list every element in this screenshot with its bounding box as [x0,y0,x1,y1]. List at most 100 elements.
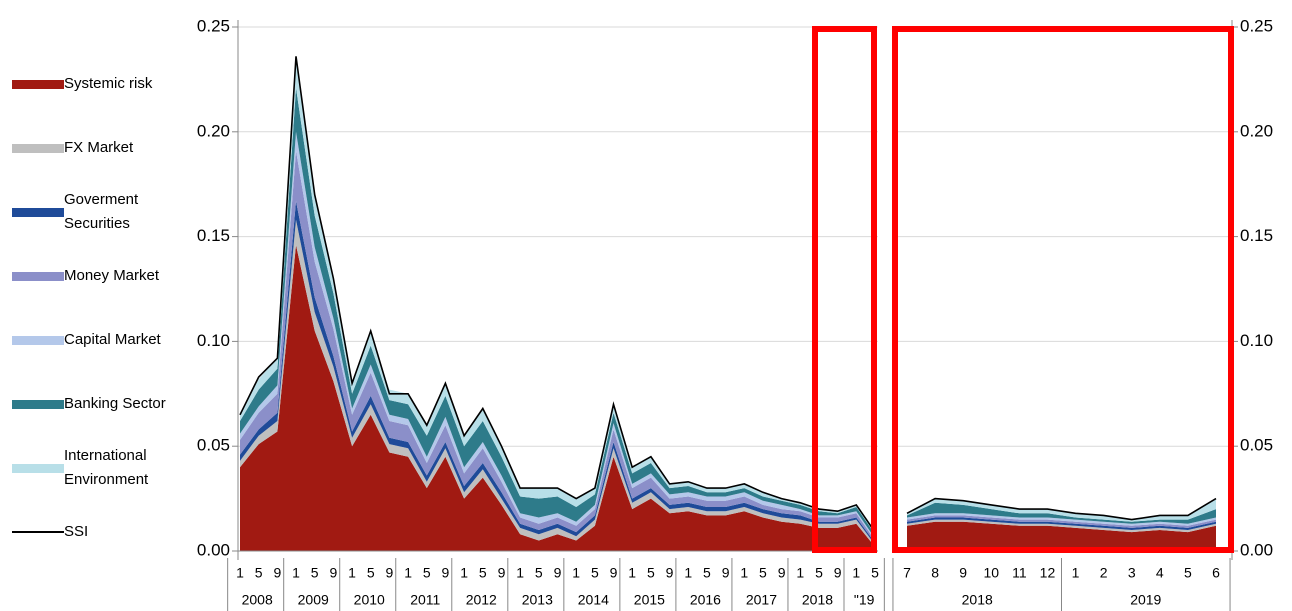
x-group-label: 2009 [298,592,329,608]
y2-tick-label: 0.15 [1240,226,1273,245]
area [907,513,1216,526]
x-tick-label: 1 [292,565,300,581]
x-group-label: 2015 [634,592,665,608]
line [906,497,1217,521]
x-group-label: 2016 [690,592,721,608]
x-tick-label: 5 [255,565,263,581]
area [907,502,1216,524]
x-tick-label: 5 [311,565,319,581]
x-tick-label: 5 [759,565,767,581]
legend-swatch [12,335,64,345]
x-group-label: 2013 [522,592,553,608]
x-tick-label: 1 [348,565,356,581]
x-group-label: 2018 [802,592,833,608]
x-tick-label: 1 [684,565,692,581]
legend-swatch [12,463,64,473]
x-tick-label: 5 [535,565,543,581]
legend-entry: Goverment Securities [12,180,182,244]
legend-entry: FX Market [12,116,182,180]
x-tick-label: 9 [834,565,842,581]
y2-tick-label: 0.05 [1240,436,1273,455]
legend-label: Banking Sector [64,395,166,412]
x-tick-label: 1 [236,565,244,581]
x-tick-label: 2 [1100,565,1108,581]
x-group-label: 2017 [746,592,777,608]
x-group-label: 2018 [962,592,993,608]
y2-tick-label: 0.10 [1240,331,1273,350]
x-tick-label: 1 [796,565,804,581]
x-tick-label: 1 [404,565,412,581]
x-group-label: 2011 [410,592,440,608]
y-tick-label: 0.10 [197,331,230,350]
highlight-box [892,26,1234,553]
x-tick-label: 4 [1156,565,1164,581]
x-tick-label: 9 [778,565,786,581]
x-tick-label: 5 [367,565,375,581]
x-tick-label: 9 [386,565,394,581]
x-tick-label: 12 [1040,565,1056,581]
y-tick-label: 0.20 [197,121,230,140]
legend-label: SSI [64,523,89,540]
x-group-label: 2014 [578,592,609,608]
area [907,515,1216,528]
legend-swatch [12,207,64,217]
y2-tick-label: 0.25 [1240,16,1273,35]
x-tick-label: 9 [273,565,281,581]
y2-tick-label: 0.00 [1240,540,1273,559]
legend-entry: Systemic risk [12,52,182,116]
legend-swatch [12,531,64,533]
x-tick-label: 1 [740,565,748,581]
line [239,56,876,533]
x-tick-label: 8 [931,565,939,581]
legend-label: Goverment Securities [64,191,139,232]
x-tick-label: 9 [722,565,730,581]
legend-entry: Money Market [12,244,182,308]
legend-label: Money Market [64,267,160,284]
highlight-box [812,26,877,553]
x-group-label: "19 [854,592,875,608]
x-tick-label: 10 [983,565,999,581]
legend-entry: SSI [12,500,182,564]
legend-entry: Banking Sector [12,372,182,436]
x-group-label: 2012 [466,592,497,608]
y-tick-label: 0.25 [197,16,230,35]
y2-tick-label: 0.20 [1240,121,1273,140]
x-group-label: 2010 [354,592,385,608]
x-tick-label: 5 [591,565,599,581]
y-tick-label: 0.15 [197,226,230,245]
x-tick-label: 1 [852,565,860,581]
area [907,521,1216,551]
y-tick-label: 0.05 [197,436,230,455]
legend-entry: Capital Market [12,308,182,372]
x-tick-label: 9 [498,565,506,581]
x-tick-label: 9 [959,565,967,581]
x-tick-label: 9 [610,565,618,581]
x-tick-label: 5 [423,565,431,581]
x-tick-label: 9 [666,565,674,581]
legend-label: Systemic risk [64,75,153,92]
x-tick-label: 6 [1212,565,1220,581]
x-tick-label: 1 [516,565,524,581]
x-group-label: 2019 [1130,592,1161,608]
x-tick-label: 1 [460,565,468,581]
x-tick-label: 9 [554,565,562,581]
x-tick-label: 5 [647,565,655,581]
legend-swatch [12,271,64,281]
x-tick-label: 3 [1128,565,1136,581]
area [907,519,1216,533]
x-tick-label: 9 [329,565,337,581]
legend-label: FX Market [64,139,134,156]
x-tick-label: 5 [479,565,487,581]
legend-label: International Environment [64,447,149,488]
x-tick-label: 1 [1072,565,1080,581]
x-tick-label: 9 [442,565,450,581]
y-tick-label: 0.00 [197,540,230,559]
x-tick-label: 5 [815,565,823,581]
x-tick-label: 1 [572,565,580,581]
legend-swatch [12,143,64,153]
x-tick-label: 11 [1012,565,1027,581]
x-tick-label: 7 [903,565,911,581]
x-tick-label: 5 [871,565,879,581]
